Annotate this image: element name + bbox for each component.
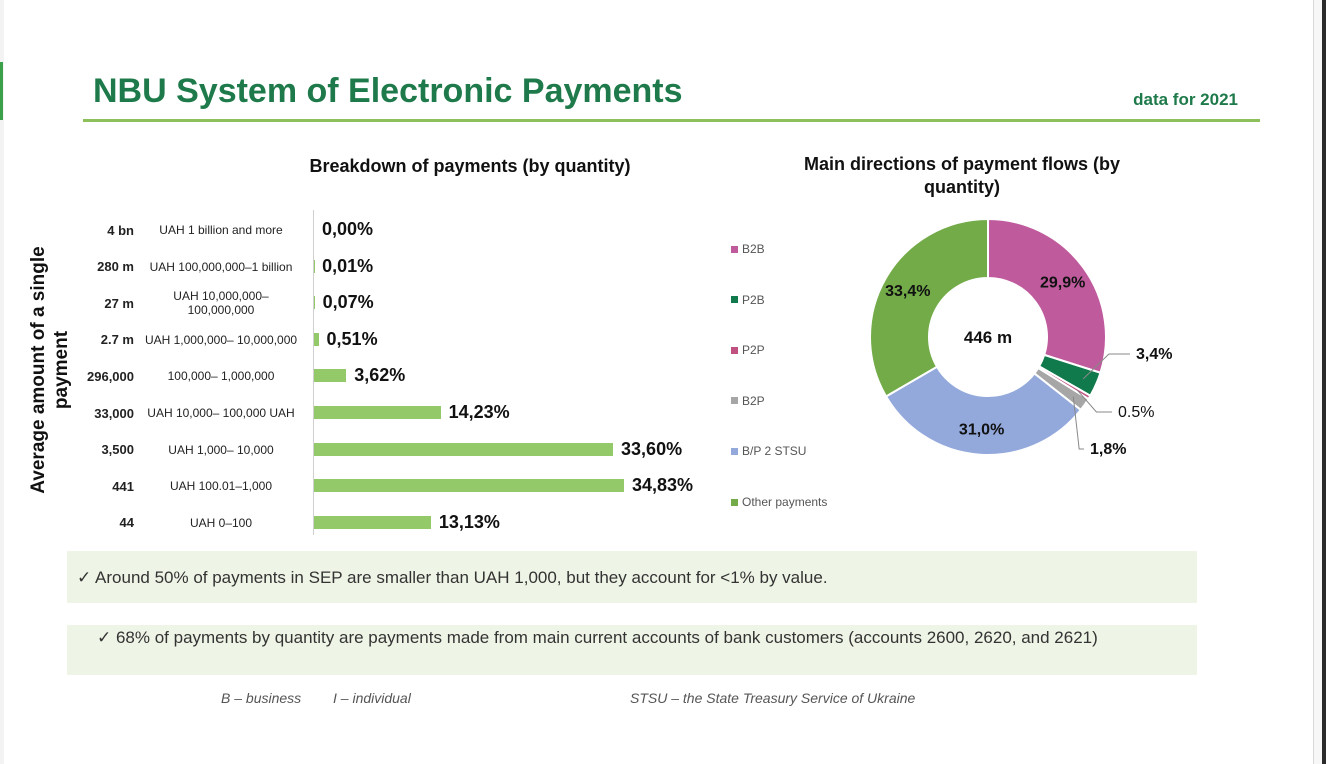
donut-value-label: 33,4%: [885, 283, 930, 300]
legend-item: B/P 2 STSU: [731, 442, 871, 460]
bar-value-label: 13,13%: [438, 511, 500, 532]
bar-value-label: 0,07%: [322, 292, 374, 313]
footnote-stsu: STSU – the State Treasury Service of Ukr…: [630, 690, 916, 706]
category-label: UAH 0–100: [189, 515, 253, 530]
legend-label: P2P: [742, 343, 765, 358]
bar: [314, 296, 315, 310]
average-amount-label: 2.7 m: [100, 332, 134, 348]
bar-value-label: 14,23%: [448, 402, 510, 422]
average-amount-label: 296,000: [87, 368, 134, 384]
donut-value-label: 3,4%: [1136, 346, 1172, 363]
bar: [314, 406, 441, 419]
note-box-2: ✓ 68% of payments by quantity are paymen…: [67, 625, 1197, 675]
category-label: UAH 1 billion and more: [159, 223, 283, 237]
slide-edge-marker: [0, 62, 3, 120]
average-amount-label: 27 m: [104, 295, 134, 311]
bar-row: 44 UAH 0–100 13,13%: [0, 505, 720, 541]
bar-row: 27 m UAH 10,000,000– 100,000,000 0,07%: [0, 285, 720, 321]
category-label: UAH 100,000,000–1 billion: [149, 259, 293, 274]
donut-slice: [869, 217, 989, 398]
donut-leader-line: [1076, 389, 1112, 413]
donut-value-label: 1,8%: [1090, 441, 1126, 458]
note-text-1: ✓ Around 50% of payments in SEP are smal…: [77, 568, 828, 587]
footnote-business: B – business: [221, 690, 302, 706]
donut-leader-line: [1072, 396, 1084, 450]
legend-label: Other payments: [742, 495, 828, 509]
legend-swatch: [731, 245, 738, 253]
legend-item: B2P: [731, 392, 871, 410]
legend-item: Other payments: [731, 493, 871, 511]
legend-label: B2P: [742, 393, 765, 408]
donut-slice: [884, 365, 1083, 456]
left-window-edge: [0, 0, 4, 764]
bar-chart-title: Breakdown of payments (by quantity): [309, 156, 631, 176]
note-text-2: ✓ 68% of payments by quantity are paymen…: [97, 628, 1098, 647]
category-label: UAH 100.01–1,000: [169, 479, 273, 494]
donut-value-label: 29,9%: [1040, 274, 1085, 291]
legend-label: B/P 2 STSU: [742, 444, 807, 459]
bar-row: 4 bn UAH 1 billion and more 0,00%: [0, 212, 720, 248]
bar-row: 441 UAH 100.01–1,000 34,83%: [0, 468, 720, 504]
bar-value-label: 3,62%: [354, 365, 406, 386]
bar-value-label: 33,60%: [621, 438, 683, 459]
donut-leader-line: [1082, 353, 1130, 380]
legend-label: B2B: [742, 242, 765, 256]
bar-value-label: 0,00%: [322, 219, 374, 239]
donut-chart: 446 m 29,9% 3,4% 0.5% 1,8% 31,0% 33,4%: [869, 217, 1172, 458]
bar-chart-axis: [313, 210, 314, 535]
legend-item: P2P: [731, 341, 871, 359]
average-amount-label: 44: [119, 515, 134, 531]
donut-value-label: 0.5%: [1118, 404, 1154, 421]
category-label: UAH 1,000,000– 10,000,000: [144, 332, 298, 347]
legend-item: P2B: [731, 291, 871, 309]
legend-swatch: [731, 397, 738, 405]
bar-value-label: 34,83%: [631, 475, 694, 496]
donut-chart-title: Main directions of payment flows (by qua…: [803, 154, 1121, 197]
bar: [314, 479, 624, 493]
bar: [314, 332, 319, 346]
slide-title: NBU System of Electronic Payments: [93, 72, 683, 110]
average-amount-label: 4 bn: [107, 222, 134, 238]
category-label: UAH 1,000– 10,000: [168, 442, 274, 457]
note-box-1: ✓ Around 50% of payments in SEP are smal…: [67, 551, 1197, 603]
bar-row: 2.7 m UAH 1,000,000– 10,000,000 0,51%: [0, 322, 720, 358]
bar: [314, 442, 614, 456]
average-amount-label: 441: [112, 478, 134, 494]
legend-swatch: [731, 498, 738, 506]
category-label: UAH 10,000,000– 100,000,000: [173, 289, 269, 318]
donut-center-label: 446 m: [964, 328, 1012, 347]
year-label: data for 2021: [1133, 90, 1238, 109]
category-label: UAH 10,000– 100,000 UAH: [147, 406, 295, 420]
average-amount-label: 3,500: [101, 442, 134, 458]
legend-swatch: [731, 447, 738, 455]
bar: [314, 369, 347, 383]
bar-row: 3,500 UAH 1,000– 10,000 33,60%: [0, 432, 720, 468]
average-amount-label: 33,000: [94, 405, 134, 421]
donut-slice: [987, 217, 1107, 375]
donut-value-label: 31,0%: [959, 421, 1004, 438]
legend-label: P2B: [742, 292, 765, 307]
right-window-edge: [1322, 0, 1326, 764]
title-divider: [83, 119, 1260, 122]
bar-row: 33,000 UAH 10,000– 100,000 UAH 14,23%: [0, 395, 720, 431]
footnote-individual: I – individual: [333, 690, 411, 706]
legend-swatch: [731, 346, 738, 354]
category-label: 100,000– 1,000,000: [167, 369, 275, 384]
legend-swatch: [731, 296, 738, 304]
legend-item: B2B: [731, 240, 871, 258]
bar-value-label: 0,51%: [326, 328, 378, 349]
average-amount-label: 280 m: [97, 259, 134, 275]
bar-row: 280 m UAH 100,000,000–1 billion 0,01%: [0, 249, 720, 285]
bar-row: 296,000 100,000– 1,000,000 3,62%: [0, 358, 720, 394]
bar: [314, 515, 431, 529]
bar-value-label: 0,01%: [322, 255, 374, 276]
